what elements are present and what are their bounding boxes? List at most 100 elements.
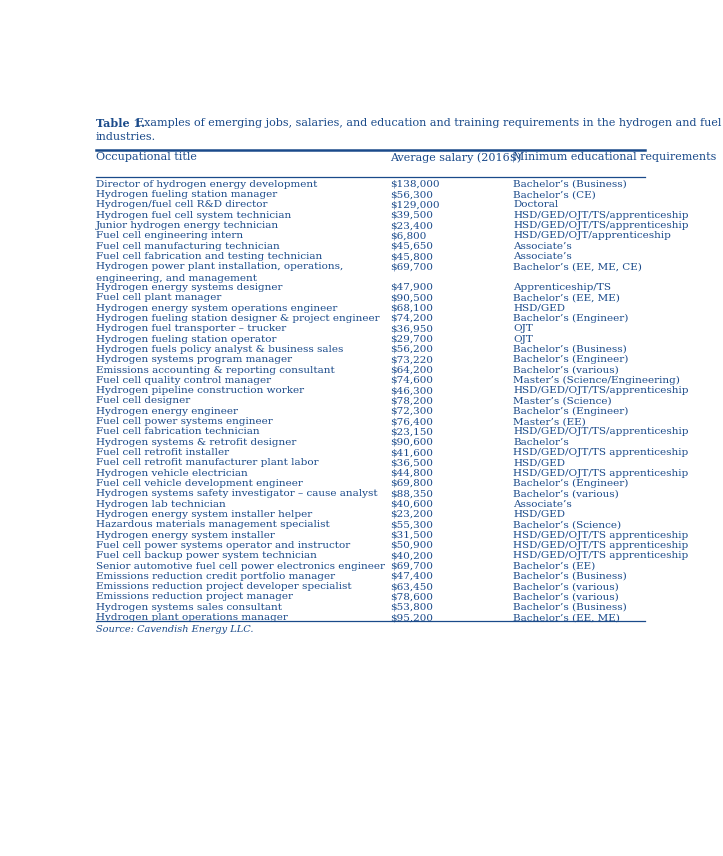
- Text: Bachelor’s (CE): Bachelor’s (CE): [513, 190, 596, 199]
- Text: Bachelor’s (Business): Bachelor’s (Business): [513, 180, 627, 189]
- Text: $56,200: $56,200: [390, 345, 433, 354]
- Text: Hazardous materials management specialist: Hazardous materials management specialis…: [96, 520, 330, 529]
- Text: $73,220: $73,220: [390, 355, 433, 364]
- Text: HSD/GED/OJT/TS/apprenticeship: HSD/GED/OJT/TS/apprenticeship: [513, 386, 689, 395]
- Text: Doctoral: Doctoral: [513, 200, 559, 210]
- Text: Hydrogen fuel transporter – trucker: Hydrogen fuel transporter – trucker: [96, 324, 286, 333]
- Text: $64,200: $64,200: [390, 366, 433, 375]
- Text: $29,700: $29,700: [390, 335, 433, 343]
- Text: $46,300: $46,300: [390, 386, 433, 395]
- Text: Bachelor’s (Business): Bachelor’s (Business): [513, 603, 627, 612]
- Text: $6,800: $6,800: [390, 231, 427, 241]
- Text: $50,900: $50,900: [390, 541, 433, 550]
- Text: Master’s (EE): Master’s (EE): [513, 417, 586, 426]
- Text: Bachelor’s (Business): Bachelor’s (Business): [513, 345, 627, 354]
- Text: HSD/GED/OJT/TS/apprenticeship: HSD/GED/OJT/TS/apprenticeship: [513, 427, 689, 437]
- Text: $55,300: $55,300: [390, 520, 433, 529]
- Text: Fuel cell engineering intern: Fuel cell engineering intern: [96, 231, 243, 241]
- Text: $41,600: $41,600: [390, 448, 433, 457]
- Text: Fuel cell plant manager: Fuel cell plant manager: [96, 294, 221, 302]
- Text: OJT: OJT: [513, 324, 534, 333]
- Text: Junior hydrogen energy technician: Junior hydrogen energy technician: [96, 221, 279, 230]
- Text: Master’s (Science): Master’s (Science): [513, 396, 612, 406]
- Text: Hydrogen energy system operations engineer: Hydrogen energy system operations engine…: [96, 304, 338, 312]
- Text: $36,500: $36,500: [390, 458, 433, 467]
- Text: Average salary (2016$): Average salary (2016$): [390, 152, 521, 163]
- Text: Fuel cell designer: Fuel cell designer: [96, 396, 190, 406]
- Text: $45,650: $45,650: [390, 241, 433, 251]
- Text: Emissions reduction project developer specialist: Emissions reduction project developer sp…: [96, 582, 351, 591]
- Text: Apprenticeship/TS: Apprenticeship/TS: [513, 283, 612, 292]
- Text: Emissions reduction project manager: Emissions reduction project manager: [96, 592, 293, 602]
- Text: $129,000: $129,000: [390, 200, 440, 210]
- Text: $47,900: $47,900: [390, 283, 433, 292]
- Text: Table 1.: Table 1.: [96, 118, 145, 129]
- Text: $88,350: $88,350: [390, 490, 433, 498]
- Text: Director of hydrogen energy development: Director of hydrogen energy development: [96, 180, 317, 189]
- Text: Bachelor’s (Science): Bachelor’s (Science): [513, 520, 622, 529]
- Text: Fuel cell manufacturing technician: Fuel cell manufacturing technician: [96, 241, 280, 251]
- Text: $53,800: $53,800: [390, 603, 433, 612]
- Text: $78,600: $78,600: [390, 592, 433, 602]
- Text: Hydrogen lab technician: Hydrogen lab technician: [96, 500, 226, 508]
- Text: HSD/GED/OJT/TS apprenticeship: HSD/GED/OJT/TS apprenticeship: [513, 541, 689, 550]
- Text: $76,400: $76,400: [390, 417, 433, 426]
- Text: HSD/GED/OJT/TS apprenticeship: HSD/GED/OJT/TS apprenticeship: [513, 448, 689, 457]
- Text: HSD/GED: HSD/GED: [513, 510, 565, 519]
- Text: $40,200: $40,200: [390, 551, 433, 560]
- Text: Bachelor’s (EE, ME): Bachelor’s (EE, ME): [513, 294, 620, 302]
- Text: $69,700: $69,700: [390, 262, 433, 271]
- Text: $36,950: $36,950: [390, 324, 433, 333]
- Text: Master’s (Science/Engineering): Master’s (Science/Engineering): [513, 376, 680, 385]
- Text: Bachelor’s (EE, ME, CE): Bachelor’s (EE, ME, CE): [513, 262, 642, 271]
- Text: $72,300: $72,300: [390, 407, 433, 416]
- Text: Examples of emerging jobs, salaries, and education and training requirements in : Examples of emerging jobs, salaries, and…: [137, 118, 723, 128]
- Text: Hydrogen fueling station manager: Hydrogen fueling station manager: [96, 190, 277, 199]
- Text: Fuel cell power systems operator and instructor: Fuel cell power systems operator and ins…: [96, 541, 350, 550]
- Text: Hydrogen pipeline construction worker: Hydrogen pipeline construction worker: [96, 386, 304, 395]
- Text: Hydrogen power plant installation, operations,
engineering, and management: Hydrogen power plant installation, opera…: [96, 262, 343, 282]
- Text: $44,800: $44,800: [390, 469, 433, 478]
- Text: Hydrogen fuels policy analyst & business sales: Hydrogen fuels policy analyst & business…: [96, 345, 343, 354]
- Text: $56,300: $56,300: [390, 190, 433, 199]
- Text: Bachelor’s (various): Bachelor’s (various): [513, 490, 619, 498]
- Text: Bachelor’s (various): Bachelor’s (various): [513, 582, 619, 591]
- Text: Bachelor’s (Engineer): Bachelor’s (Engineer): [513, 314, 629, 323]
- Text: HSD/GED/OJT/TS apprenticeship: HSD/GED/OJT/TS apprenticeship: [513, 531, 689, 539]
- Text: HSD/GED: HSD/GED: [513, 458, 565, 467]
- Text: $138,000: $138,000: [390, 180, 440, 189]
- Text: $23,400: $23,400: [390, 221, 433, 230]
- Text: $31,500: $31,500: [390, 531, 433, 539]
- Text: Bachelor’s (various): Bachelor’s (various): [513, 366, 619, 375]
- Text: HSD/GED/OJT/apprenticeship: HSD/GED/OJT/apprenticeship: [513, 231, 671, 241]
- Text: $63,450: $63,450: [390, 582, 433, 591]
- Text: HSD/GED/OJT/TS/apprenticeship: HSD/GED/OJT/TS/apprenticeship: [513, 211, 689, 220]
- Text: $39,500: $39,500: [390, 211, 433, 220]
- Text: HSD/GED/OJT/TS/apprenticeship: HSD/GED/OJT/TS/apprenticeship: [513, 221, 689, 230]
- Text: $74,200: $74,200: [390, 314, 433, 323]
- Text: Hydrogen fueling station designer & project engineer: Hydrogen fueling station designer & proj…: [96, 314, 380, 323]
- Text: Bachelor’s (various): Bachelor’s (various): [513, 592, 619, 602]
- Text: Fuel cell power systems engineer: Fuel cell power systems engineer: [96, 417, 273, 426]
- Text: Hydrogen energy systems designer: Hydrogen energy systems designer: [96, 283, 283, 292]
- Text: Senior automotive fuel cell power electronics engineer: Senior automotive fuel cell power electr…: [96, 562, 385, 570]
- Text: $40,600: $40,600: [390, 500, 433, 508]
- Text: Source: Cavendish Energy LLC.: Source: Cavendish Energy LLC.: [96, 625, 254, 633]
- Text: $68,100: $68,100: [390, 304, 433, 312]
- Text: Associate’s: Associate’s: [513, 252, 572, 261]
- Text: OJT: OJT: [513, 335, 534, 343]
- Text: $47,400: $47,400: [390, 572, 433, 581]
- Text: Fuel cell backup power system technician: Fuel cell backup power system technician: [96, 551, 317, 560]
- Text: $69,800: $69,800: [390, 479, 433, 488]
- Text: $23,200: $23,200: [390, 510, 433, 519]
- Text: Hydrogen systems safety investigator – cause analyst: Hydrogen systems safety investigator – c…: [96, 490, 377, 498]
- Text: Fuel cell retrofit manufacturer plant labor: Fuel cell retrofit manufacturer plant la…: [96, 458, 319, 467]
- Text: $90,600: $90,600: [390, 437, 433, 447]
- Text: Bachelor’s (Engineer): Bachelor’s (Engineer): [513, 355, 629, 365]
- Text: HSD/GED/OJT/TS apprenticeship: HSD/GED/OJT/TS apprenticeship: [513, 469, 689, 478]
- Text: Bachelor’s (EE, ME): Bachelor’s (EE, ME): [513, 613, 620, 622]
- Text: Hydrogen plant operations manager: Hydrogen plant operations manager: [96, 613, 288, 622]
- Text: Associate’s: Associate’s: [513, 500, 572, 508]
- Text: $78,200: $78,200: [390, 396, 433, 406]
- Text: $23,150: $23,150: [390, 427, 433, 437]
